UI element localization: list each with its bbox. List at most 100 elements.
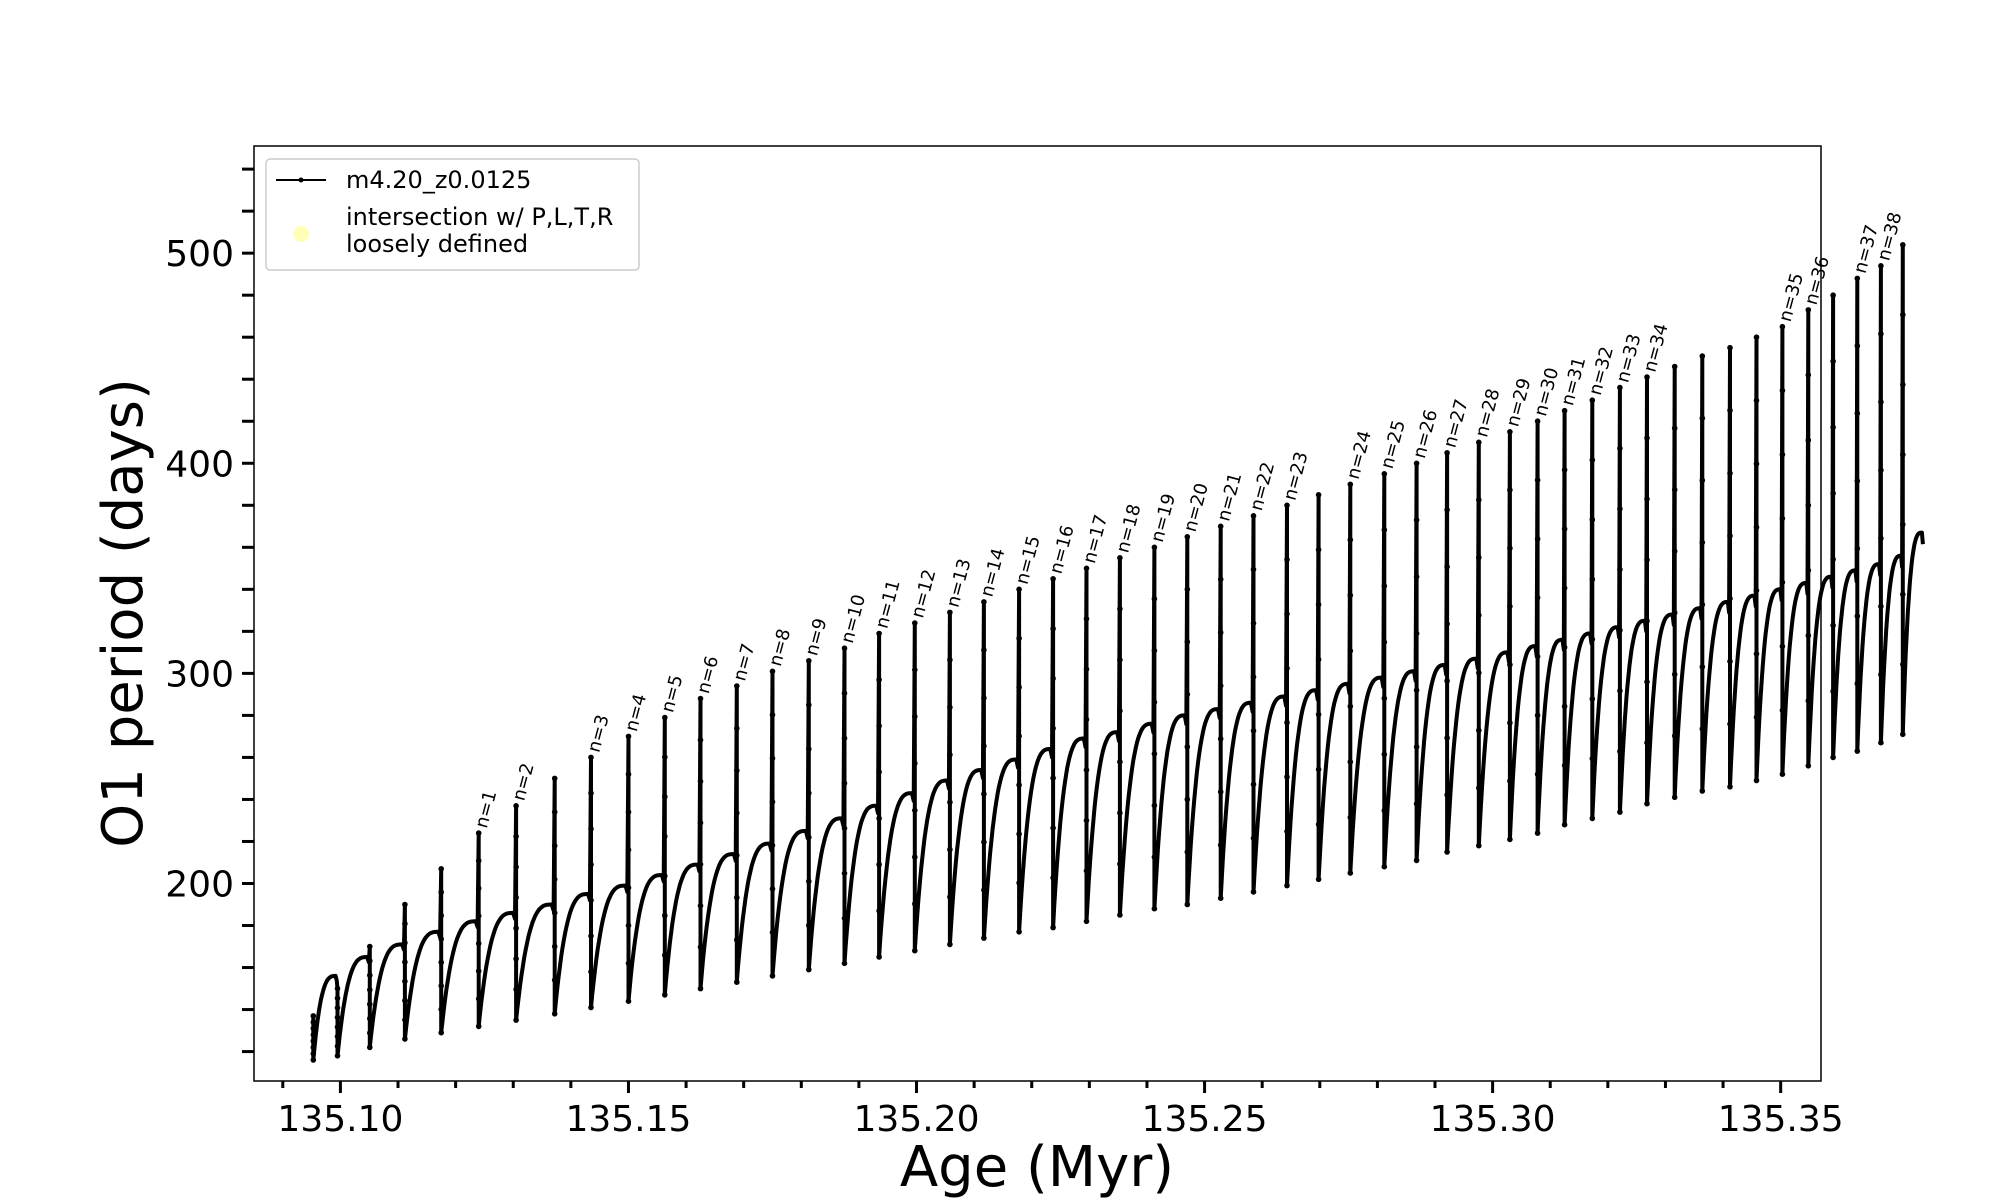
series-marker	[806, 878, 812, 885]
series-marker	[1217, 629, 1224, 636]
series-marker	[475, 830, 482, 836]
series-marker	[1117, 708, 1123, 714]
series-marker	[310, 1019, 317, 1025]
series-marker	[1534, 418, 1541, 425]
series-marker	[1534, 477, 1541, 483]
series-marker	[1381, 639, 1388, 645]
y-axis-title: O1 period (days)	[91, 378, 156, 848]
series-marker	[1805, 372, 1812, 378]
series-marker	[1854, 478, 1861, 484]
series-marker	[1699, 664, 1706, 670]
series-marker	[1589, 457, 1596, 463]
series-marker	[1507, 487, 1513, 493]
series-marker	[912, 760, 918, 767]
series-marker	[1016, 831, 1022, 837]
series-marker	[1476, 497, 1482, 503]
series-marker	[1050, 725, 1056, 732]
series-marker	[334, 1043, 341, 1049]
series-marker	[1184, 586, 1191, 593]
series-marker	[402, 978, 408, 985]
series-marker	[367, 943, 373, 950]
series-marker	[1561, 703, 1568, 710]
series-marker	[697, 861, 704, 868]
series-marker	[1381, 583, 1388, 589]
series-marker	[334, 1053, 341, 1059]
series-marker	[981, 791, 987, 797]
series-marker	[1589, 516, 1596, 523]
x-tick-label-2: 135.20	[854, 1099, 980, 1140]
series-marker	[1727, 470, 1733, 477]
series-marker	[1151, 751, 1158, 757]
series-marker	[1151, 854, 1158, 860]
series-marker	[1347, 870, 1354, 876]
series-marker	[1779, 643, 1786, 650]
series-layer	[310, 242, 1925, 1063]
series-marker	[1830, 490, 1836, 497]
series-marker	[1284, 611, 1290, 617]
series-marker	[1534, 771, 1541, 777]
series-marker	[1561, 526, 1568, 532]
series-marker	[1083, 767, 1090, 773]
series-marker	[1284, 882, 1290, 889]
x-tick-label-3: 135.25	[1142, 1099, 1268, 1140]
series-marker	[912, 901, 918, 907]
series-marker	[947, 657, 953, 663]
legend: m4.20_z0.0125 intersection w/ P,L,T,R lo…	[265, 158, 640, 271]
series-marker	[1184, 849, 1191, 855]
series-marker	[1050, 675, 1056, 682]
series-line	[311, 242, 1925, 1062]
series-marker	[334, 1005, 341, 1011]
series-marker	[1854, 275, 1861, 282]
series-marker	[662, 714, 668, 721]
series-marker	[841, 870, 848, 877]
series-marker	[1315, 656, 1322, 663]
x-tick-label-4: 135.30	[1430, 1099, 1556, 1140]
series-marker	[402, 1036, 408, 1042]
series-marker	[1830, 292, 1836, 299]
series-marker	[1151, 699, 1158, 705]
series-marker	[1878, 399, 1884, 405]
series-marker	[1900, 311, 1906, 318]
series-marker	[1727, 344, 1733, 351]
series-marker	[1878, 671, 1884, 678]
series-marker	[1284, 719, 1290, 726]
series-marker	[1878, 467, 1884, 474]
series-marker	[1476, 842, 1482, 849]
series-marker	[662, 992, 668, 998]
series-marker	[1534, 594, 1541, 601]
x-tick-label-1: 135.15	[565, 1099, 691, 1140]
series-marker	[1644, 496, 1650, 502]
series-marker	[1671, 486, 1678, 493]
series-marker	[1315, 766, 1322, 773]
series-marker	[1347, 648, 1354, 654]
series-marker	[912, 807, 918, 814]
series-marker	[806, 922, 812, 929]
series-marker	[769, 668, 776, 675]
series-marker	[876, 676, 882, 683]
series-marker	[1117, 810, 1123, 816]
series-marker	[1444, 678, 1450, 684]
series-marker	[588, 968, 594, 975]
series-marker	[1347, 537, 1354, 543]
series-marker	[1753, 524, 1760, 530]
series-marker	[1534, 712, 1541, 719]
series-marker	[402, 1017, 408, 1023]
series-marker	[1617, 384, 1623, 391]
series-marker	[1878, 263, 1884, 269]
series-marker	[1589, 815, 1596, 822]
legend-line-marker-dot	[298, 177, 304, 183]
series-marker	[1805, 437, 1812, 444]
y-axis: 200 300 400 500	[165, 167, 254, 1054]
series-marker	[1476, 612, 1482, 618]
series-marker	[841, 735, 848, 741]
series-marker	[1050, 825, 1056, 831]
series-marker	[1315, 546, 1322, 553]
series-marker	[1117, 657, 1123, 663]
series-marker	[1779, 515, 1786, 522]
series-marker	[1016, 929, 1022, 935]
series-marker	[551, 1011, 558, 1017]
series-marker	[734, 852, 740, 859]
series-marker	[1413, 744, 1420, 750]
series-marker	[1589, 755, 1596, 762]
